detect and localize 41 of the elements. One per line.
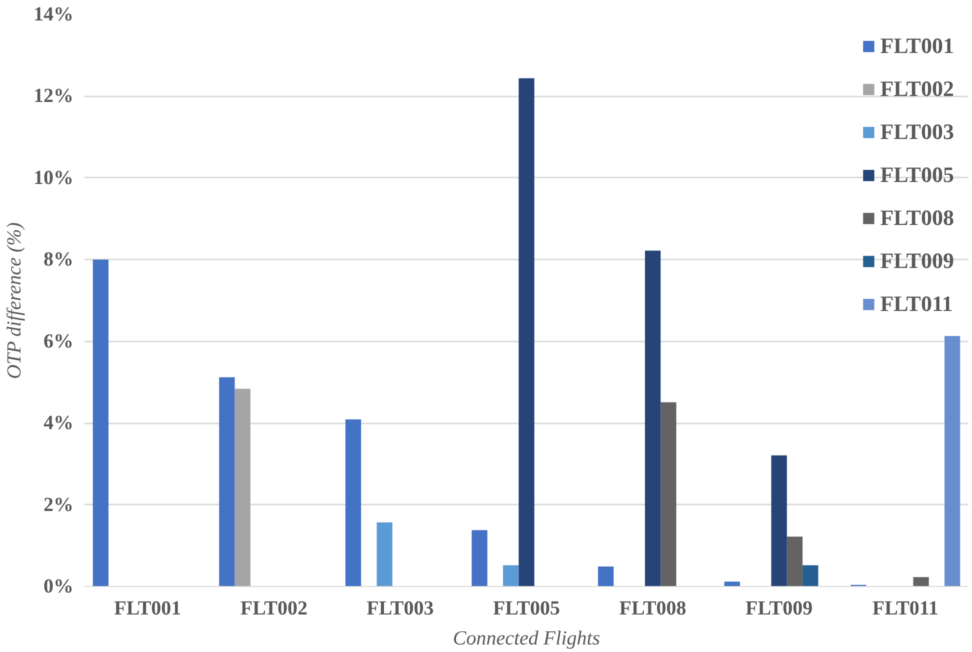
- legend-label: FLT003: [880, 118, 954, 146]
- x-tick-label: FLT002: [240, 598, 308, 620]
- bar: [376, 522, 392, 586]
- bar: [771, 455, 787, 586]
- x-tick-label: FLT008: [619, 598, 686, 620]
- x-tick-label: FLT001: [114, 598, 182, 620]
- bar: [219, 377, 235, 586]
- legend-label: FLT009: [880, 247, 954, 275]
- legend-label: FLT011: [880, 290, 953, 318]
- y-tick-label: 10%: [34, 166, 74, 189]
- legend-label: FLT001: [880, 32, 954, 60]
- y-tick-label: 8%: [44, 248, 74, 271]
- legend-label: FLT008: [880, 204, 954, 232]
- y-tick-label: 0%: [44, 576, 74, 598]
- bar: [345, 419, 362, 586]
- legend-label: FLT005: [880, 161, 954, 189]
- bar: [802, 565, 818, 586]
- bar: [786, 536, 803, 586]
- legend-label: FLT002: [880, 75, 954, 103]
- bar: [518, 78, 534, 586]
- y-tick-label: 12%: [34, 85, 74, 108]
- x-tick-label: FLT011: [872, 598, 938, 620]
- y-axis-title: OTP difference (%): [4, 222, 26, 379]
- bar: [503, 565, 519, 586]
- bar: [92, 260, 108, 586]
- bar: [644, 250, 661, 586]
- y-tick-label: 4%: [44, 412, 74, 434]
- bar: [724, 582, 740, 586]
- bar: [944, 336, 960, 586]
- x-tick-label: FLT005: [492, 598, 560, 620]
- bar: [598, 566, 614, 586]
- bar: [913, 577, 929, 586]
- x-tick-label: FLT003: [366, 598, 434, 620]
- bar: [660, 402, 676, 586]
- y-tick-label: 2%: [44, 494, 74, 516]
- y-tick-label: 14%: [34, 4, 74, 26]
- y-tick-label: 6%: [44, 330, 74, 352]
- bar: [472, 530, 488, 586]
- x-axis-title: Connected Flights: [452, 628, 600, 650]
- bar: [234, 388, 250, 586]
- x-tick-label: FLT009: [746, 598, 813, 620]
